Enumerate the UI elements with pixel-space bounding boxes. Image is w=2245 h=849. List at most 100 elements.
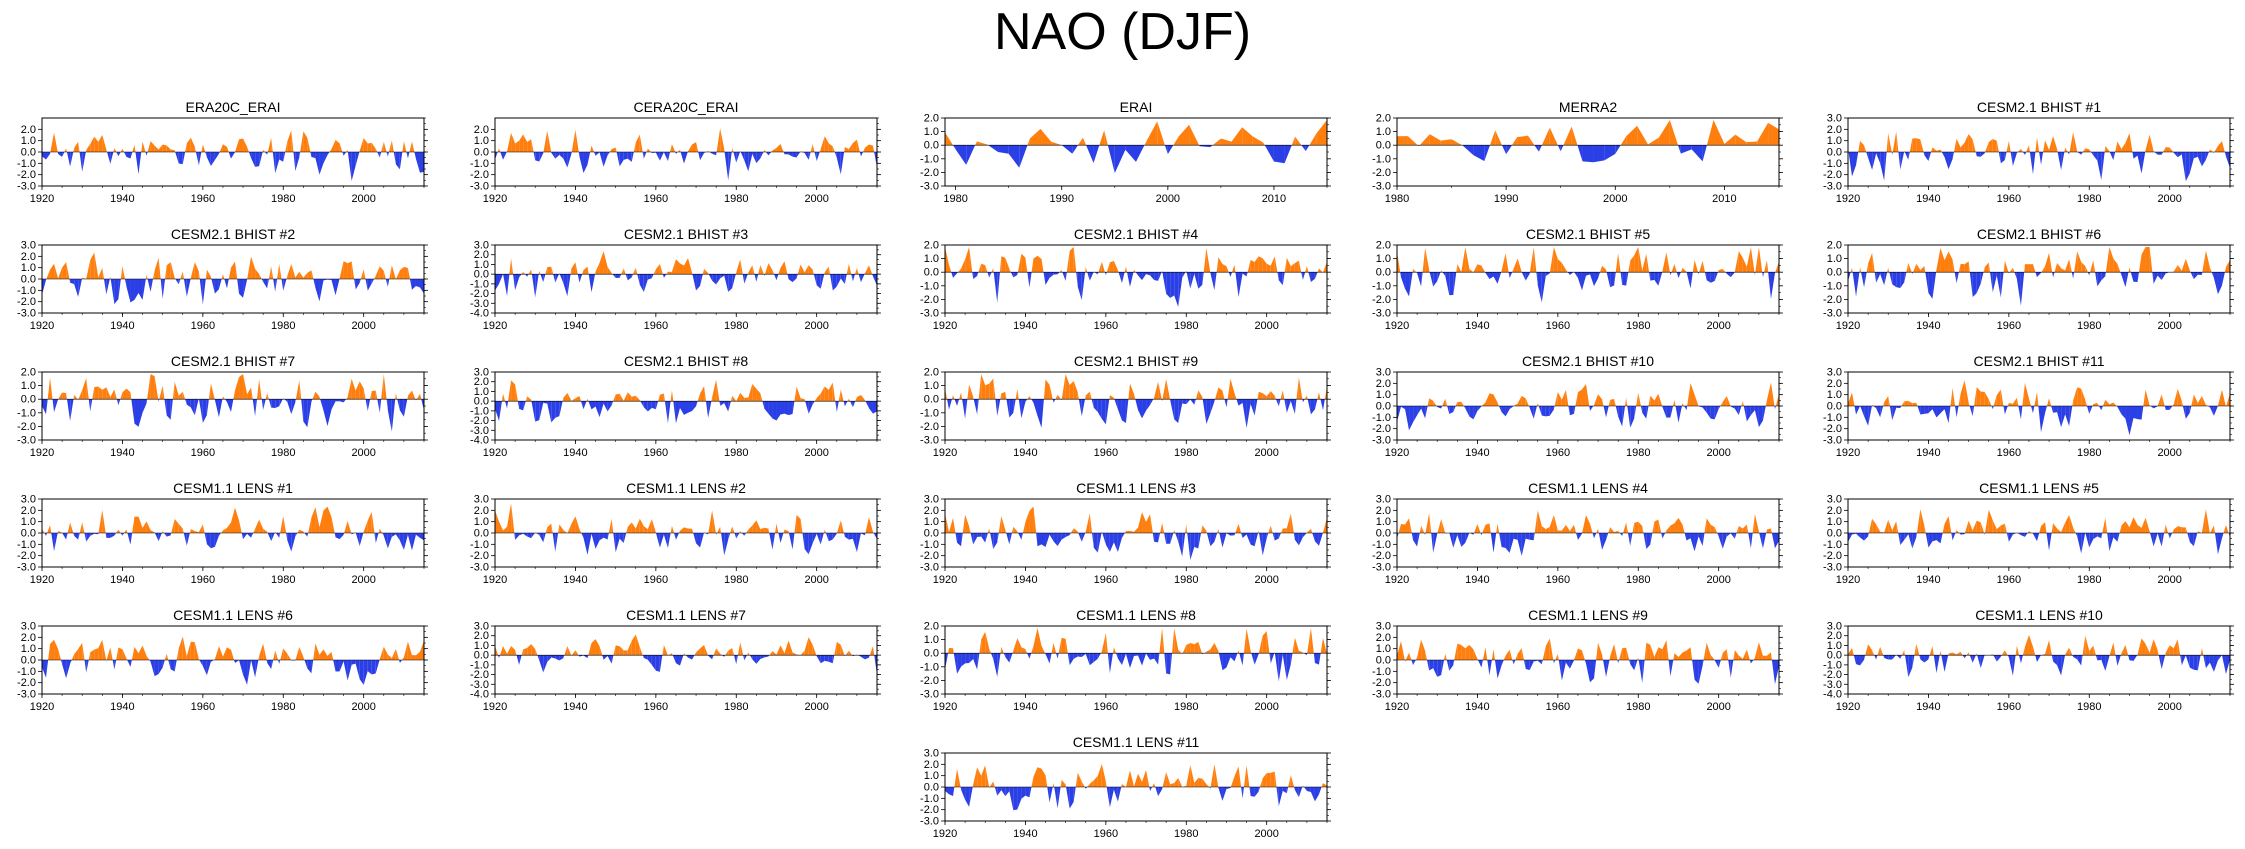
negative-anomaly-area [1093,533,1098,553]
negative-anomaly-area [724,152,729,181]
negative-anomaly-area [178,279,181,285]
negative-anomaly-area [1041,399,1044,428]
positive-anomaly-area [702,268,705,275]
y-tick-label: -3.0 [1823,679,1842,691]
positive-anomaly-area [407,268,410,279]
positive-anomaly-area [299,271,304,279]
x-tick-label: 2000 [1254,701,1278,713]
negative-anomaly-area [272,152,276,174]
negative-anomaly-area [1164,653,1167,674]
negative-anomaly-area [46,533,48,536]
x-tick-label: 1920 [30,320,54,332]
positive-anomaly-area [2145,643,2150,656]
positive-anomaly-area [1474,524,1478,533]
panel-title: CESM1.1 LENS #4 [1528,480,1648,496]
y-tick-label: -1.0 [1372,153,1391,165]
x-tick-label: 1990 [1494,193,1518,205]
negative-anomaly-area [1615,145,1621,154]
positive-anomaly-area [772,147,777,152]
negative-anomaly-area [377,152,380,158]
negative-anomaly-area [2224,152,2226,157]
negative-anomaly-area [1561,660,1566,681]
negative-anomaly-area [2071,272,2074,279]
negative-anomaly-area [2052,272,2054,278]
positive-anomaly-area [1960,380,1965,406]
negative-anomaly-area [627,274,632,281]
negative-anomaly-area [995,399,998,417]
positive-anomaly-area [957,768,961,787]
negative-anomaly-area [808,401,813,414]
negative-anomaly-area [2137,272,2139,282]
positive-anomaly-area [571,516,576,533]
positive-anomaly-area [1762,655,1767,660]
negative-anomaly-area [1437,272,1441,282]
positive-anomaly-area [154,376,159,400]
positive-anomaly-area [1316,120,1327,146]
positive-anomaly-area [611,147,616,152]
negative-anomaly-area [74,279,79,298]
positive-anomaly-area [2024,634,2029,656]
y-tick-label: -3.0 [17,181,36,193]
positive-anomaly-area [295,271,300,279]
positive-anomaly-area [1031,645,1034,654]
positive-anomaly-area [1222,264,1227,273]
positive-anomaly-area [1174,628,1179,654]
positive-anomaly-area [2073,387,2078,406]
negative-anomaly-area [62,152,65,157]
negative-anomaly-area [335,533,340,540]
panel-title: CESM2.1 BHIST #6 [1977,226,2101,242]
positive-anomaly-area [1585,384,1590,406]
positive-anomaly-area [655,264,660,275]
negative-anomaly-area [868,655,870,658]
negative-anomaly-area [825,533,829,542]
positive-anomaly-area [1980,391,1985,406]
x-tick-label: 1960 [191,193,215,205]
negative-anomaly-area [2012,533,2017,535]
positive-anomaly-area [396,270,400,279]
negative-anomaly-area [1730,533,1735,539]
negative-anomaly-area [1230,533,1235,536]
positive-anomaly-area [499,148,501,152]
y-tick-label: 1.0 [474,640,489,652]
negative-anomaly-area [1960,533,1965,535]
positive-anomaly-area [1146,121,1158,146]
positive-anomaly-area [1310,528,1313,533]
negative-anomaly-area [295,152,300,172]
positive-anomaly-area [1888,519,1893,533]
y-tick-label: -2.0 [1372,550,1391,562]
negative-anomaly-area [1690,533,1695,552]
positive-anomaly-area [1129,530,1134,533]
negative-anomaly-area [591,401,596,410]
negative-anomaly-area [852,401,856,408]
negative-anomaly-area [1303,653,1307,656]
y-tick-label: -3.0 [17,308,36,320]
negative-anomaly-area [543,274,546,283]
negative-anomaly-area [721,533,725,556]
negative-anomaly-area [2098,406,2102,411]
positive-anomaly-area [1618,530,1620,533]
positive-anomaly-area [814,398,817,402]
positive-anomaly-area [78,141,80,152]
panel-title: CESM2.1 BHIST #11 [1974,353,2105,369]
positive-anomaly-area [1206,247,1211,273]
negative-anomaly-area [1429,660,1434,671]
positive-anomaly-area [1674,399,1676,406]
positive-anomaly-area [967,384,970,400]
negative-anomaly-area [44,533,47,536]
y-tick-label: -1.0 [920,407,939,419]
positive-anomaly-area [222,396,223,400]
positive-anomaly-area [299,380,302,400]
nao-panel: CESM2.1 BHIST #113.02.01.00.0-1.0-2.0-3.… [1823,353,2234,459]
negative-anomaly-area [385,279,388,287]
negative-anomaly-area [1142,399,1147,419]
negative-anomaly-area [788,533,793,550]
positive-anomaly-area [1561,389,1566,406]
positive-anomaly-area [1563,126,1572,146]
negative-anomaly-area [206,399,209,416]
negative-anomaly-area [323,152,328,164]
positive-anomaly-area [162,144,167,152]
positive-anomaly-area [2003,260,2005,273]
positive-anomaly-area [1397,251,1401,273]
negative-anomaly-area [2154,152,2158,155]
positive-anomaly-area [2053,136,2058,152]
